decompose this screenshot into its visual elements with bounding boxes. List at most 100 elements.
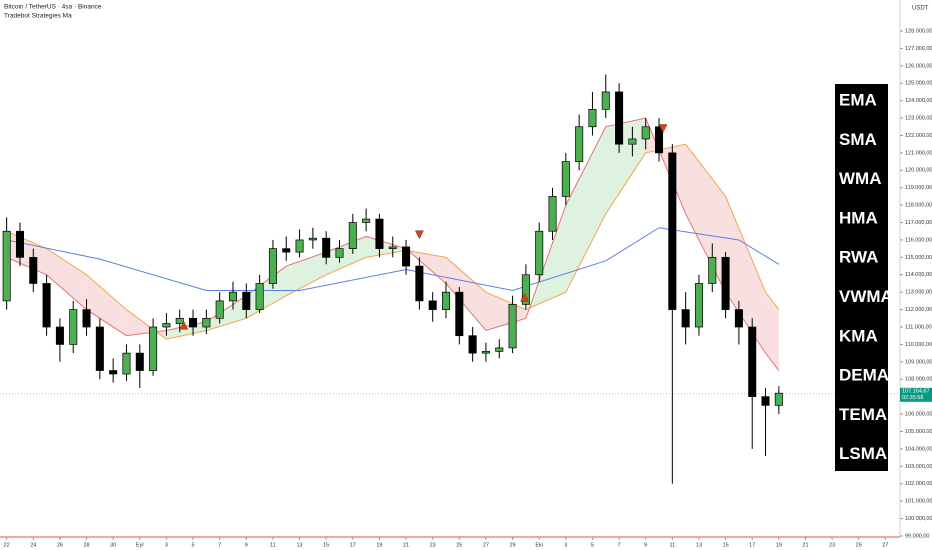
indicator-name: KMA bbox=[839, 326, 878, 345]
candle-body bbox=[375, 218, 384, 249]
candle-body bbox=[29, 257, 38, 284]
candle-body bbox=[42, 283, 51, 328]
ma-band bbox=[446, 257, 486, 331]
x-tick-label: 5 bbox=[192, 542, 195, 548]
x-tick-label: 30 bbox=[110, 542, 116, 548]
candle-body bbox=[215, 300, 224, 319]
x-tick-label: 26 bbox=[57, 542, 63, 548]
candle-body bbox=[55, 326, 64, 345]
candle-body bbox=[122, 352, 131, 375]
indicator-name: DEMA bbox=[839, 366, 889, 385]
y-tick-label: 124.000,00 bbox=[905, 98, 932, 104]
y-tick-label: 101.000,00 bbox=[905, 499, 932, 505]
x-tick-label: 24 bbox=[30, 542, 36, 548]
x-tick-label: 7 bbox=[218, 542, 221, 548]
x-tick-label: 25 bbox=[856, 542, 862, 548]
indicator-panel bbox=[835, 84, 888, 471]
x-tick-label: 15 bbox=[723, 542, 729, 548]
signal-marker bbox=[414, 230, 424, 240]
candle-body bbox=[362, 218, 371, 223]
x-tick-label: 3 bbox=[165, 542, 168, 548]
candle-body bbox=[721, 257, 730, 310]
candle-body bbox=[561, 161, 570, 197]
x-tick-label: 19 bbox=[776, 542, 782, 548]
ma-band bbox=[86, 274, 127, 336]
indicator-name: RWA bbox=[839, 248, 878, 267]
x-tick-label: 7 bbox=[618, 542, 621, 548]
candle-body bbox=[455, 291, 464, 337]
candle-body bbox=[295, 239, 304, 253]
candle-body bbox=[641, 126, 650, 140]
candle-body bbox=[774, 392, 783, 406]
indicator-name: TEMA bbox=[839, 405, 887, 424]
indicator-name: LSMA bbox=[839, 444, 887, 463]
ma-band bbox=[46, 248, 87, 310]
candle-body bbox=[255, 283, 264, 310]
y-tick-label: 102.000,00 bbox=[905, 481, 932, 487]
candle-body bbox=[655, 126, 664, 154]
indicator-name: HMA bbox=[839, 208, 878, 227]
y-tick-label: 117.000,00 bbox=[905, 220, 932, 226]
y-tick-label: 125.000,00 bbox=[905, 81, 932, 87]
candle-body bbox=[508, 304, 517, 349]
ma-band bbox=[565, 126, 606, 293]
ma-band bbox=[206, 295, 247, 331]
signal-marker bbox=[520, 292, 529, 302]
y-tick-label: 111.000,00 bbox=[905, 324, 932, 330]
candle-body bbox=[468, 335, 477, 354]
candle-body bbox=[681, 309, 690, 328]
x-tick-label: 22 bbox=[4, 542, 10, 548]
x-tick-label: 3 bbox=[564, 542, 567, 548]
x-tick-label: 17 bbox=[749, 542, 755, 548]
candle-body bbox=[109, 370, 118, 375]
candle-body bbox=[189, 317, 198, 328]
chart-title: Bitcoin / TetherUS · 4sa · Binance bbox=[4, 4, 102, 11]
candle-body bbox=[495, 347, 504, 352]
candle-body bbox=[548, 196, 557, 232]
x-tick-label: 9 bbox=[644, 542, 647, 548]
candle-body bbox=[95, 326, 104, 371]
ma-band bbox=[765, 292, 779, 371]
y-tick-label: 116.000,00 bbox=[905, 237, 932, 243]
x-tick-label: Eyl bbox=[136, 542, 144, 548]
candle-body bbox=[69, 309, 78, 345]
candle-body bbox=[282, 248, 291, 253]
indicator-name: WMA bbox=[839, 169, 881, 188]
x-tick-label: 19 bbox=[376, 542, 382, 548]
candle-body bbox=[15, 230, 24, 258]
candle-body bbox=[242, 291, 251, 310]
candle-body bbox=[481, 351, 490, 354]
x-tick-label: 21 bbox=[802, 542, 808, 548]
ma-band bbox=[685, 144, 726, 293]
y-tick-label: 104.000,00 bbox=[905, 446, 932, 452]
candle-body bbox=[441, 291, 451, 310]
x-tick-label: 29 bbox=[510, 542, 516, 548]
x-tick-label: 5 bbox=[591, 542, 594, 548]
candle-body bbox=[268, 248, 277, 284]
chart-subtitle: Tradebot Strategies Ma bbox=[4, 13, 72, 20]
x-tick-label: 11 bbox=[669, 542, 675, 548]
y-tick-label: 115.000,00 bbox=[905, 255, 932, 261]
candle-body bbox=[322, 237, 331, 258]
y-tick-label: 106.000,00 bbox=[905, 412, 932, 418]
x-tick-label: 13 bbox=[296, 542, 302, 548]
candle-body bbox=[575, 126, 584, 162]
ma-band bbox=[725, 196, 766, 354]
axis-unit: USDT bbox=[912, 6, 929, 12]
y-tick-label: 103.000,00 bbox=[905, 464, 932, 470]
candle-body bbox=[348, 222, 357, 249]
candle-body bbox=[761, 396, 770, 406]
indicator-name: SMA bbox=[839, 130, 877, 149]
y-tick-label: 113.000,00 bbox=[905, 290, 932, 296]
x-tick-label: 23 bbox=[829, 542, 835, 548]
x-tick-label: 21 bbox=[403, 542, 409, 548]
y-tick-label: 112.000,00 bbox=[905, 307, 932, 313]
y-tick-label: 114.000,00 bbox=[905, 272, 932, 278]
y-tick-label: 109.000,00 bbox=[905, 359, 932, 365]
candle-body bbox=[2, 230, 11, 302]
x-tick-label: 27 bbox=[882, 542, 888, 548]
candle-body bbox=[228, 291, 237, 302]
candle-body bbox=[162, 323, 171, 328]
y-tick-label: 119.000,00 bbox=[905, 185, 932, 191]
